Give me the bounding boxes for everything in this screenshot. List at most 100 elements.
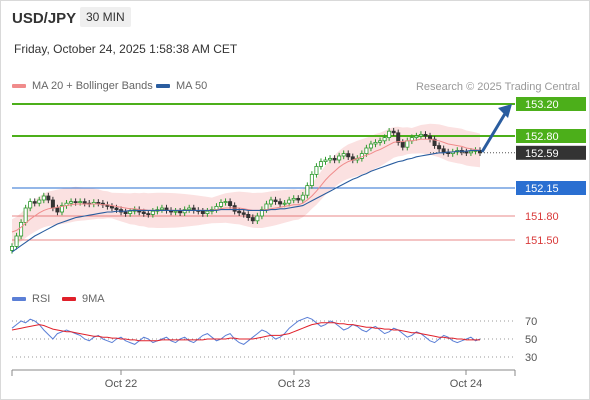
rsi-tick-70: 70 xyxy=(525,316,537,328)
candle-body xyxy=(82,201,87,204)
candle-body xyxy=(296,197,301,201)
candle-body xyxy=(55,207,60,213)
candle-body xyxy=(205,210,210,214)
candle-body xyxy=(441,148,446,153)
candle-body xyxy=(9,245,14,251)
candle-body xyxy=(187,207,192,211)
candle-body xyxy=(37,199,42,204)
legend-rsi-label: RSI xyxy=(32,293,51,305)
candle-body xyxy=(318,161,323,167)
candle-body xyxy=(173,210,178,213)
legend-rsi: RSI xyxy=(12,293,50,305)
level-tag-153.20 xyxy=(516,97,586,111)
candle-body xyxy=(46,195,51,201)
candle-body xyxy=(400,141,405,148)
candle-body xyxy=(59,205,64,213)
candle-body xyxy=(159,207,164,211)
candle-body xyxy=(228,201,233,207)
candle-body xyxy=(323,159,328,163)
ma50-line xyxy=(11,149,480,253)
candle-body xyxy=(382,137,387,142)
candle-body xyxy=(305,185,310,196)
candle-body xyxy=(259,209,264,217)
level-label-151.50: 151.50 xyxy=(525,235,559,247)
forecast-arrow-shaft xyxy=(480,111,508,153)
ma20-line xyxy=(11,138,481,233)
candle-body xyxy=(237,210,242,214)
candle-body xyxy=(219,201,224,207)
level-label-151.80: 151.80 xyxy=(525,211,559,223)
candle-body xyxy=(314,165,319,175)
candle-body xyxy=(78,201,83,204)
candle-body xyxy=(146,213,151,216)
candle-body xyxy=(23,207,28,223)
candle-body xyxy=(109,205,114,209)
candle-body xyxy=(241,212,246,215)
candle-body xyxy=(150,210,155,215)
x-tick-label: Oct 24 xyxy=(450,378,482,390)
candle-body xyxy=(178,210,183,214)
chart-datetime: Friday, October 24, 2025 1:58:38 AM CET xyxy=(14,42,238,56)
level-label-152.15: 152.15 xyxy=(525,183,559,195)
level-tag-152.59 xyxy=(516,145,586,160)
x-tick-label: Oct 22 xyxy=(105,378,137,390)
level-tag-152.80 xyxy=(516,129,586,143)
candle-body xyxy=(437,145,442,150)
candle-body xyxy=(332,157,337,161)
candle-body xyxy=(264,203,269,210)
candle-body xyxy=(223,201,228,204)
candle-body xyxy=(123,211,128,214)
candle-body xyxy=(14,235,19,247)
candle-body xyxy=(141,211,146,214)
rsi-swatch xyxy=(12,297,26,302)
candle-body xyxy=(300,194,305,201)
level-label-152.80: 152.80 xyxy=(525,131,559,143)
rsi-tick-50: 50 xyxy=(525,334,537,346)
candle-body xyxy=(273,199,278,203)
candle-body xyxy=(418,133,423,137)
candle-body xyxy=(346,153,351,158)
candle-body xyxy=(114,207,119,211)
candle-body xyxy=(268,199,273,205)
candle-body xyxy=(69,201,74,204)
candle-body xyxy=(250,217,255,222)
level-tag-152.15 xyxy=(516,181,586,195)
candle-body xyxy=(41,195,46,201)
candle-body xyxy=(368,143,373,149)
rsi-ma9-line xyxy=(11,322,480,342)
timeframe-badge[interactable]: 30 MIN xyxy=(80,7,131,27)
candle-body xyxy=(278,201,283,205)
candle-body xyxy=(291,197,296,201)
level-label-153.20: 153.20 xyxy=(525,99,559,111)
candle-body xyxy=(328,157,333,161)
legend-ma50-label: MA 50 xyxy=(176,80,208,92)
legend-9ma: 9MA xyxy=(62,293,105,305)
research-credit: Research © 2025 Trading Central xyxy=(415,81,580,93)
level-label-152.59: 152.59 xyxy=(525,148,559,160)
legend-9ma-label: 9MA xyxy=(82,293,105,305)
candle-body xyxy=(464,151,469,154)
candle-body xyxy=(337,155,342,161)
candle-body xyxy=(432,138,437,146)
ma50-swatch xyxy=(156,84,170,89)
candle-body xyxy=(341,153,346,157)
candle-body xyxy=(282,202,287,205)
rsi-tick-30: 30 xyxy=(525,352,537,364)
candle-body xyxy=(287,199,292,204)
candle-body xyxy=(387,130,392,138)
candle-body xyxy=(255,215,260,222)
forecast-arrow-head xyxy=(498,104,512,118)
candle-body xyxy=(182,209,187,214)
legend-ma20: MA 20 + Bollinger Bands xyxy=(12,80,153,92)
bollinger-band-area xyxy=(12,123,480,245)
candle-body xyxy=(468,150,473,154)
candle-body xyxy=(128,210,133,214)
candle-body xyxy=(373,141,378,145)
ma9-swatch xyxy=(62,297,76,302)
legend-ma50: MA 50 xyxy=(156,80,207,92)
rsi-line xyxy=(11,316,481,345)
candle-body xyxy=(309,173,314,186)
candle-body xyxy=(73,201,78,204)
candle-body xyxy=(19,221,24,237)
